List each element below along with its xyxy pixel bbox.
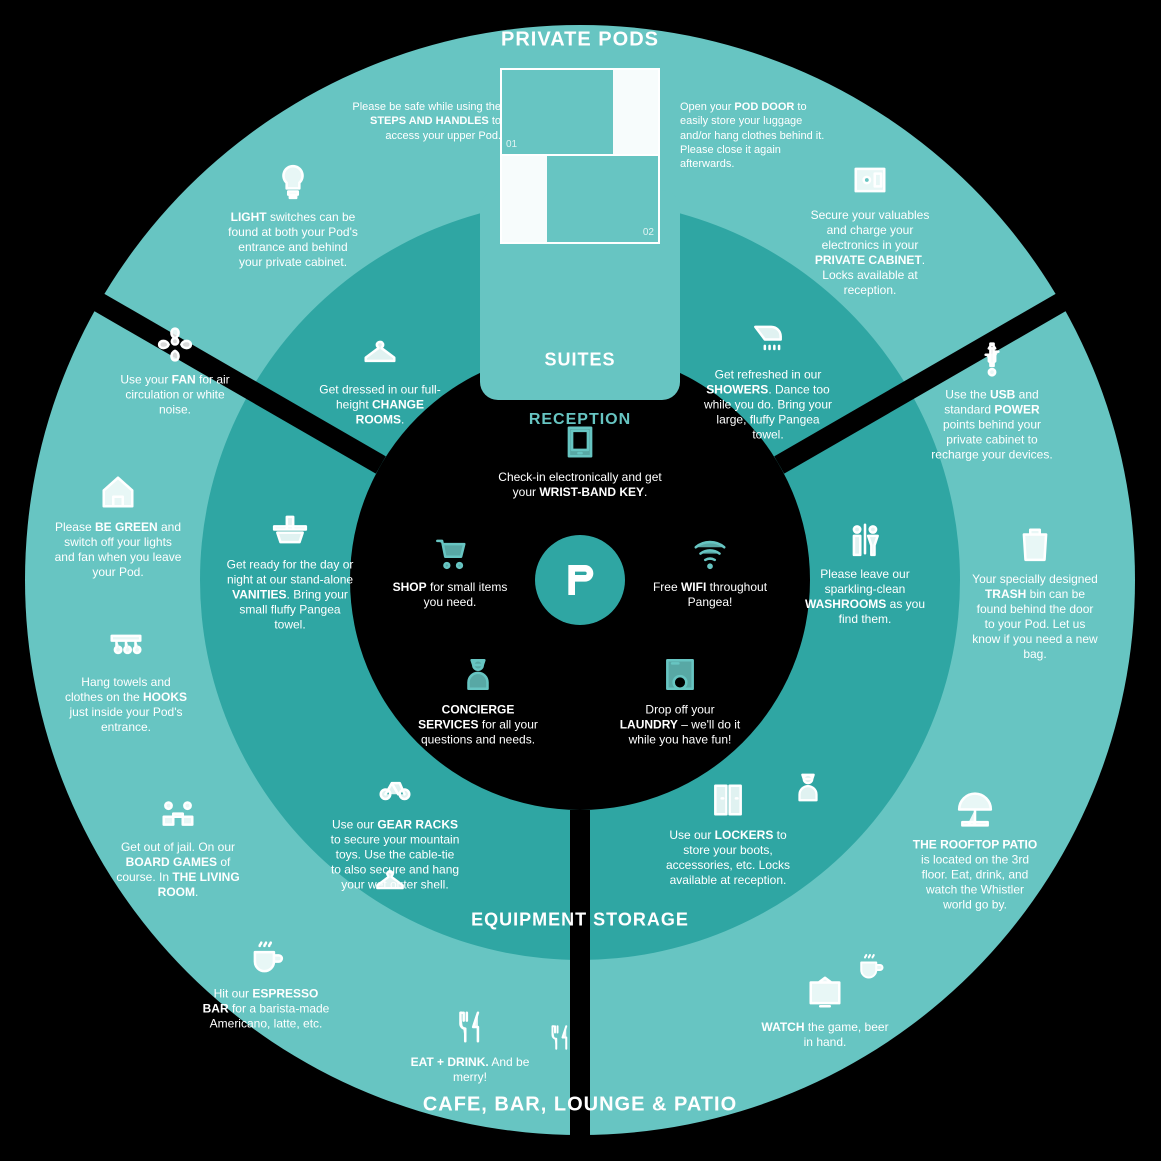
umbrella-icon [910, 788, 1040, 832]
item-lockers: Use our LOCKERS to store your boots, acc… [663, 778, 793, 888]
beer-icon [855, 953, 885, 988]
item-light: LIGHT switches can be found at both your… [228, 160, 358, 270]
tablet-icon [495, 420, 665, 464]
section-title-middle_top: SUITES [544, 350, 615, 371]
shower-icon [703, 318, 833, 362]
bulb-icon [228, 160, 358, 204]
item-games: Get out of jail. On our BOARD GAMES of c… [113, 790, 243, 900]
item-shower: Get refreshed in our SHOWERS. Dance too … [703, 318, 833, 443]
item-laundry: Drop off your LAUNDRY – we'll do it whil… [615, 653, 745, 748]
jacket-icon [373, 866, 407, 905]
item-green: Please BE GREEN and switch off your ligh… [53, 470, 183, 580]
item-text: Hang towels and clothes on the HOOKS jus… [61, 675, 191, 735]
item-text: EAT + DRINK. And be merry! [405, 1055, 535, 1085]
item-text: Get ready for the day or night at our st… [225, 558, 355, 633]
item-vanity: Get ready for the day or night at our st… [225, 508, 355, 633]
locker-icon [663, 778, 793, 822]
item-usb: Use the USB and standard POWER points be… [927, 338, 1057, 463]
item-checkin: Check-in electronically and get your WRI… [495, 420, 665, 500]
item-text: THE ROOFTOP PATIO is located on the 3rd … [910, 838, 1040, 913]
item-trash: Your specially designed TRASH bin can be… [970, 522, 1100, 662]
item-text: WATCH the game, beer in hand. [760, 1020, 890, 1050]
helmet-icon [791, 771, 825, 810]
section-title-middle_bot: EQUIPMENT STORAGE [471, 910, 689, 931]
bike-icon [330, 768, 460, 812]
fork-icon [405, 1005, 535, 1049]
item-text: Drop off your LAUNDRY – we'll do it whil… [615, 703, 745, 748]
item-hooks: Hang towels and clothes on the HOOKS jus… [61, 625, 191, 735]
item-wifi: Free WIFI throughout Pangea! [645, 530, 775, 610]
item-text: Use our LOCKERS to store your boots, acc… [663, 828, 793, 888]
washer-icon [615, 653, 745, 697]
trash-icon [970, 522, 1100, 566]
hanger-icon [315, 333, 445, 377]
item-text: Please BE GREEN and switch off your ligh… [53, 520, 183, 580]
item-eat: EAT + DRINK. And be merry! [405, 1005, 535, 1085]
sink-icon [225, 508, 355, 552]
item-text: Please leave our sparkling-clean WASHROO… [800, 567, 930, 627]
person-icon [413, 653, 543, 697]
usb-icon [927, 338, 1057, 382]
house-icon [53, 470, 183, 514]
item-text: SHOP for small items you need. [385, 580, 515, 610]
item-text: Use your FAN for air circulation or whit… [110, 373, 240, 418]
people-icon [113, 790, 243, 834]
wine-icon [545, 1023, 575, 1058]
item-rooftop: THE ROOFTOP PATIO is located on the 3rd … [910, 788, 1040, 913]
item-concierge: CONCIERGE SERVICES for all your question… [413, 653, 543, 748]
item-text: Use the USB and standard POWER points be… [927, 388, 1057, 463]
item-change: Get dressed in our full-height CHANGE RO… [315, 333, 445, 428]
infographic-stage: 0102 Please be safe while using the STEP… [0, 0, 1161, 1161]
pod-text-left: Please be safe while using the STEPS AND… [351, 100, 501, 143]
item-text: Free WIFI throughout Pangea! [645, 580, 775, 610]
item-fan: Use your FAN for air circulation or whit… [110, 323, 240, 418]
fan-icon [110, 323, 240, 367]
item-text: CONCIERGE SERVICES for all your question… [413, 703, 543, 748]
item-text: Get dressed in our full-height CHANGE RO… [315, 383, 445, 428]
section-title-outer_top: PRIVATE PODS [501, 29, 659, 52]
item-shop: SHOP for small items you need. [385, 530, 515, 610]
item-text: Get refreshed in our SHOWERS. Dance too … [703, 368, 833, 443]
item-cabinet: Secure your valuables and charge your el… [805, 158, 935, 298]
item-text: Hit our ESPRESSO BAR for a barista-made … [201, 987, 331, 1032]
restroom-icon [800, 517, 930, 561]
item-espresso: Hit our ESPRESSO BAR for a barista-made … [201, 937, 331, 1032]
item-text: Get out of jail. On our BOARD GAMES of c… [113, 840, 243, 900]
item-text: Secure your valuables and charge your el… [805, 208, 935, 298]
hooks-icon [61, 625, 191, 669]
item-text: LIGHT switches can be found at both your… [228, 210, 358, 270]
wifi-icon [645, 530, 775, 574]
pod-diagram: 0102 [500, 68, 660, 244]
cup-icon [201, 937, 331, 981]
item-text: Check-in electronically and get your WRI… [495, 470, 665, 500]
cart-icon [385, 530, 515, 574]
safe-icon [805, 158, 935, 202]
item-text: Your specially designed TRASH bin can be… [970, 572, 1100, 662]
section-title-outer_bot: CAFE, BAR, LOUNGE & PATIO [423, 1094, 737, 1117]
item-washroom: Please leave our sparkling-clean WASHROO… [800, 517, 930, 627]
logo [535, 535, 625, 625]
